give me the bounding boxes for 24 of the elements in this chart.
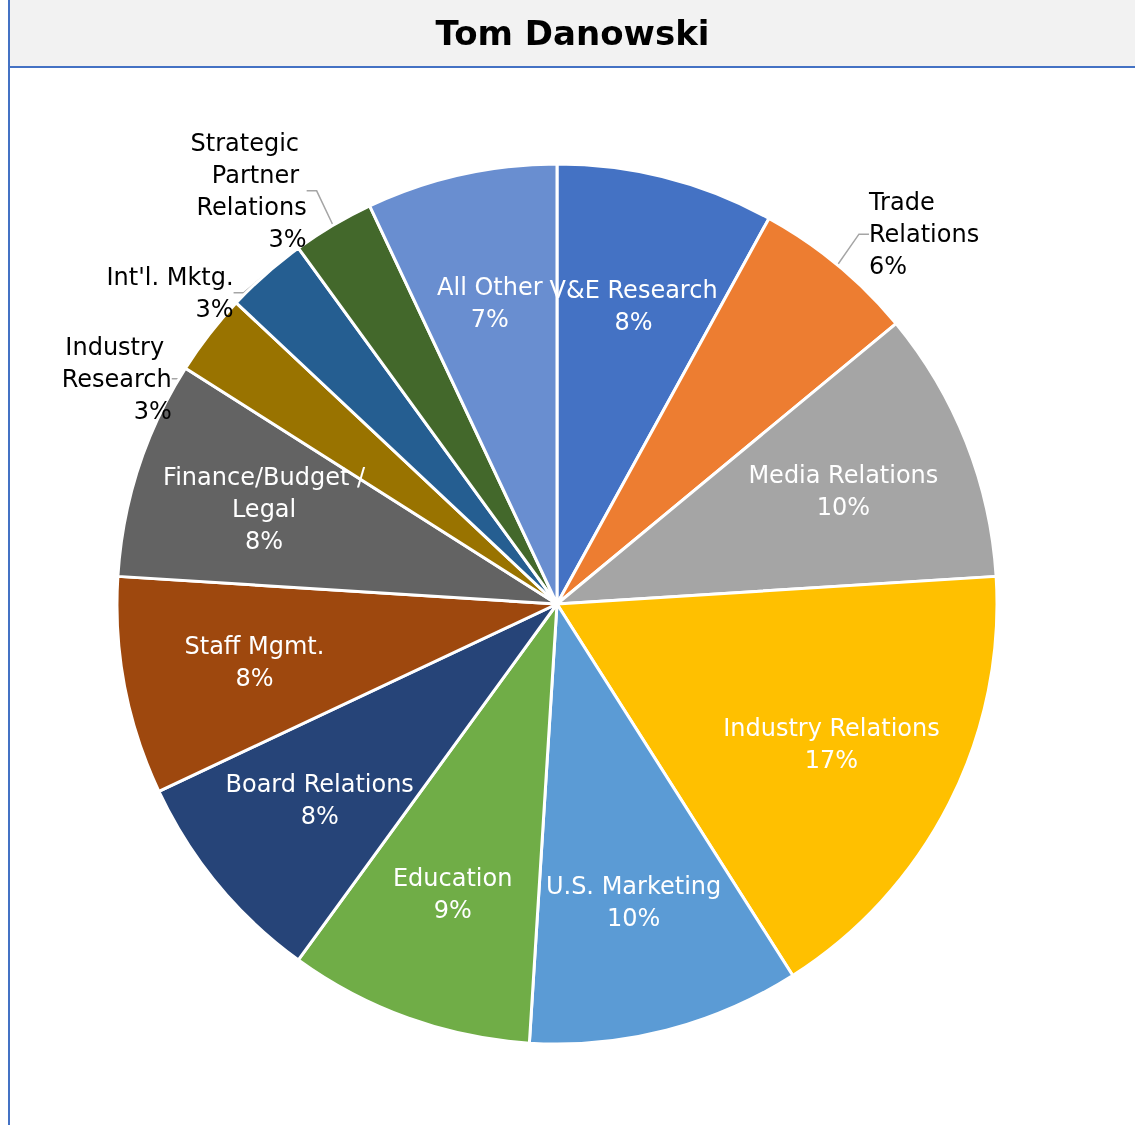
slice-label: Board Relations xyxy=(225,770,414,799)
slice-label: Industry Relations xyxy=(723,713,940,742)
data-label: 3% xyxy=(195,294,234,323)
slice-label: Staff Mgmt. xyxy=(184,631,325,660)
data-label: 10% xyxy=(606,904,661,933)
data-label: 9% xyxy=(433,895,472,924)
data-label: 6% xyxy=(868,252,908,281)
slice-label: Industry Research xyxy=(61,332,172,393)
data-label: 8% xyxy=(300,802,339,831)
data-label: 17% xyxy=(804,745,859,774)
data-label: 8% xyxy=(235,663,274,692)
slice-label: Education xyxy=(392,863,513,892)
data-label: 8% xyxy=(614,307,653,336)
data-label: 3% xyxy=(268,224,307,253)
data-label: 10% xyxy=(816,492,871,521)
slice-label: All Other xyxy=(437,273,543,302)
slice-label: Trade Relations xyxy=(867,188,980,249)
data-label: 8% xyxy=(245,526,284,555)
slice-label: U.S. Marketing xyxy=(545,872,722,901)
slice-label: Strategic Partner Relations xyxy=(190,128,307,221)
slice-label: Media Relations xyxy=(748,460,939,489)
chart-title: Tom Danowski xyxy=(8,0,1135,68)
slice-label: Int'l. Mktg. xyxy=(106,262,234,291)
data-label: 7% xyxy=(470,305,509,334)
